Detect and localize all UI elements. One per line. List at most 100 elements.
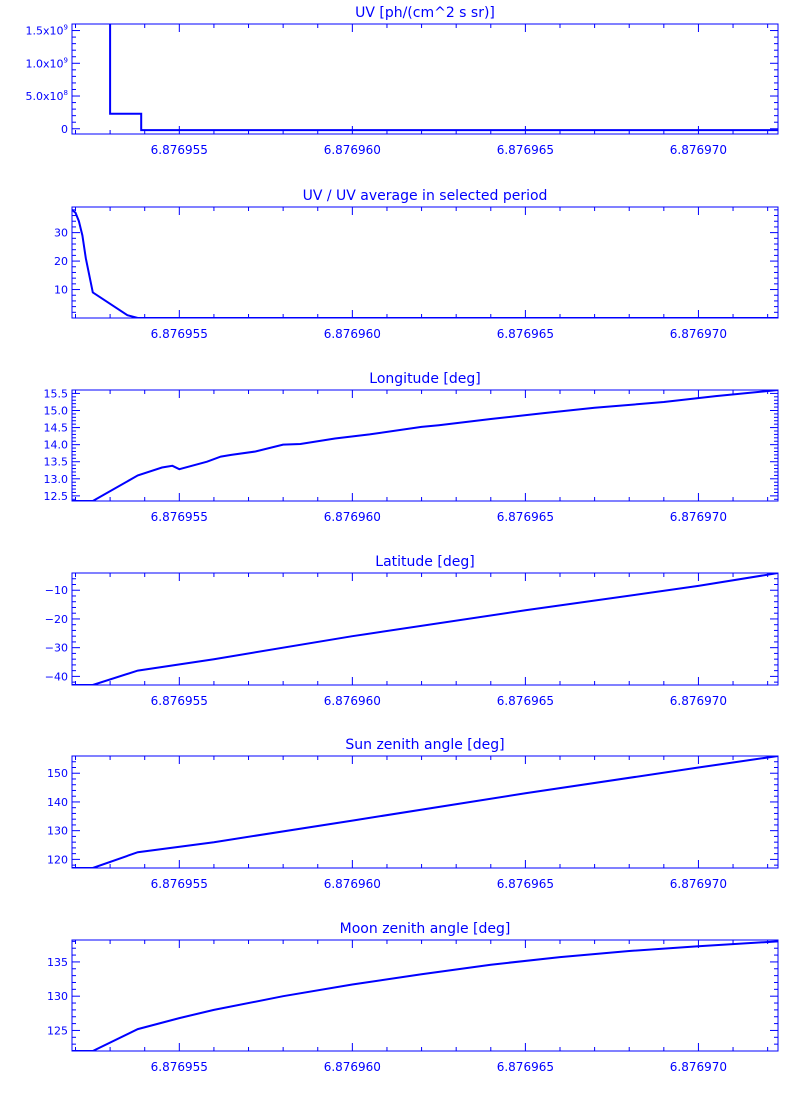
x-tick-label: 6.876970 (670, 143, 727, 157)
x-tick-label: 6.876970 (670, 510, 727, 524)
y-tick-label: 130 (47, 825, 68, 838)
y-tick-mantissa: 12.5 (44, 490, 69, 503)
chart-panel-3: Longitude [deg] 6.876955 6.876960 6.876965 6… (44, 371, 779, 524)
y-tick-mantissa: 14.5 (44, 422, 69, 435)
y-tick-label: 13.0 (44, 473, 69, 486)
x-tick-label: 6.876960 (324, 1060, 381, 1074)
y-tick-label: 14.5 (44, 422, 69, 435)
series-line-1 (109, 24, 778, 132)
y-tick-label: 130 (47, 990, 68, 1003)
x-tick-label: 6.876965 (497, 1060, 554, 1074)
chart-title: Moon zenith angle [deg] (340, 921, 511, 937)
y-tick-label: 15.5 (44, 387, 69, 400)
chart-panel-4: Latitude [deg] 6.876955 6.876960 6.876965 6.… (45, 554, 779, 708)
y-tick-label: 20 (54, 255, 68, 268)
chart-title: Latitude [deg] (375, 554, 474, 570)
x-tick-label: 6.876955 (151, 1060, 208, 1074)
y-tick-label: 5.0x108 (26, 89, 68, 103)
chart-panel-1: UV [ph/(cm^2 s sr)] 6.876955 6.876960 6.876… (26, 5, 779, 157)
series-line-1 (72, 756, 778, 868)
y-tick-mantissa: 1.0x10 (26, 57, 64, 70)
y-tick-label: 13.5 (44, 456, 69, 469)
chart-title: Sun zenith angle [deg] (345, 737, 504, 753)
y-tick-mantissa: 140 (47, 796, 68, 809)
x-tick-label: 6.876960 (324, 877, 381, 891)
y-tick-label: −20 (45, 613, 68, 626)
y-tick-mantissa: −20 (45, 613, 68, 626)
y-tick-label: 1.0x109 (26, 56, 68, 70)
y-tick-label: 120 (47, 853, 68, 866)
y-tick-label: −40 (45, 670, 68, 683)
x-tick-label: 6.876960 (324, 694, 381, 708)
y-tick-mantissa: 15.0 (44, 404, 69, 417)
plot-frame (71, 23, 779, 135)
y-tick-label: 150 (47, 767, 68, 780)
plot-frame (71, 572, 779, 686)
chart-panel-2: UV / UV average in selected period 6.8769… (54, 188, 779, 341)
y-tick-mantissa: 30 (54, 227, 68, 240)
x-tick-label: 6.876970 (670, 694, 727, 708)
x-tick-label: 6.876960 (324, 327, 381, 341)
y-tick-label: 15.0 (44, 404, 69, 417)
y-tick-exponent: 9 (64, 56, 68, 64)
x-tick-label: 6.876965 (497, 143, 554, 157)
y-tick-mantissa: 120 (47, 853, 68, 866)
series-line-1 (72, 940, 778, 1051)
x-tick-label: 6.876970 (670, 1060, 727, 1074)
chart-panel-6: Moon zenith angle [deg] 6.876955 6.876960 6… (47, 921, 779, 1074)
y-tick-mantissa: 13.0 (44, 473, 69, 486)
y-tick-mantissa: −10 (45, 584, 68, 597)
y-tick-label: 135 (47, 956, 68, 969)
x-tick-label: 6.876955 (151, 510, 208, 524)
y-tick-label: 30 (54, 227, 68, 240)
plot-frame (71, 389, 779, 502)
series-line-1 (72, 209, 778, 318)
x-tick-label: 6.876955 (151, 327, 208, 341)
x-tick-label: 6.876965 (497, 877, 554, 891)
y-tick-label: 140 (47, 796, 68, 809)
x-tick-label: 6.876965 (497, 510, 554, 524)
plot-frame (71, 206, 779, 319)
y-tick-label: 14.0 (44, 439, 69, 452)
x-tick-label: 6.876970 (670, 327, 727, 341)
y-tick-label: 12.5 (44, 490, 69, 503)
y-tick-exponent: 9 (64, 24, 68, 32)
x-tick-label: 6.876955 (151, 877, 208, 891)
plot-frame (71, 755, 779, 869)
x-tick-label: 6.876965 (497, 694, 554, 708)
x-tick-label: 6.876955 (151, 694, 208, 708)
y-tick-mantissa: 13.5 (44, 456, 69, 469)
y-tick-mantissa: 20 (54, 255, 68, 268)
y-tick-mantissa: 15.5 (44, 387, 69, 400)
y-tick-mantissa: 1.5x10 (26, 25, 64, 38)
x-tick-label: 6.876965 (497, 327, 554, 341)
y-tick-mantissa: 125 (47, 1024, 68, 1037)
y-tick-mantissa: 150 (47, 767, 68, 780)
y-tick-mantissa: 5.0x10 (26, 90, 64, 103)
x-tick-label: 6.876970 (670, 877, 727, 891)
y-tick-mantissa: 0 (61, 123, 68, 136)
y-tick-label: 10 (54, 284, 68, 297)
chart-title: Longitude [deg] (369, 371, 480, 387)
y-tick-mantissa: 130 (47, 990, 68, 1003)
y-tick-label: −10 (45, 584, 68, 597)
series-line-1 (72, 573, 778, 685)
y-tick-mantissa: 10 (54, 284, 68, 297)
y-tick-exponent: 8 (64, 89, 68, 97)
x-tick-label: 6.876960 (324, 510, 381, 524)
y-tick-label: 125 (47, 1024, 68, 1037)
y-tick-label: −30 (45, 642, 68, 655)
y-tick-mantissa: 135 (47, 956, 68, 969)
chart-title: UV [ph/(cm^2 s sr)] (355, 5, 495, 21)
series-line-1 (72, 390, 778, 501)
x-tick-label: 6.876955 (151, 143, 208, 157)
chart-panel-5: Sun zenith angle [deg] 6.876955 6.876960 6.… (47, 737, 779, 891)
x-tick-label: 6.876960 (324, 143, 381, 157)
plot-frame (71, 939, 779, 1052)
y-tick-label: 1.5x109 (26, 24, 68, 38)
y-tick-mantissa: −30 (45, 642, 68, 655)
y-tick-mantissa: 14.0 (44, 439, 69, 452)
y-tick-label: 0 (61, 123, 68, 136)
chart-title: UV / UV average in selected period (303, 188, 548, 204)
